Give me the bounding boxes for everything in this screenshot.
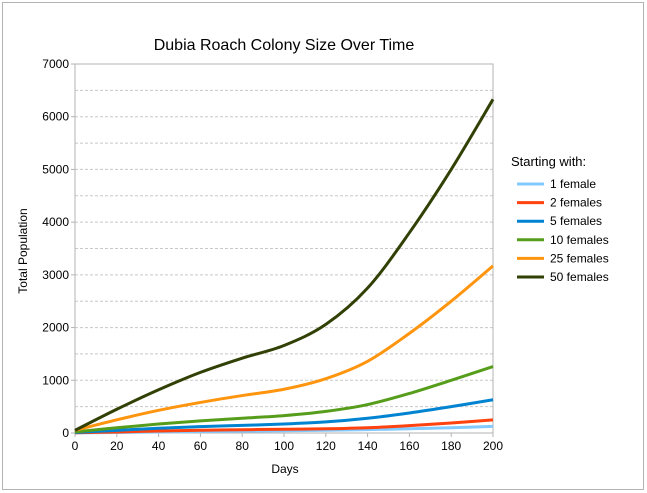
x-tick-label: 120 <box>316 439 336 453</box>
x-tick-label: 180 <box>441 439 461 453</box>
y-tick-label: 2000 <box>42 321 69 335</box>
y-tick-label: 3000 <box>42 268 69 282</box>
x-tick-label: 40 <box>152 439 166 453</box>
line-chart: Dubia Roach Colony Size Over Time 010002… <box>16 37 609 476</box>
y-tick-label: 4000 <box>42 215 69 229</box>
series-line-2-females <box>74 418 494 435</box>
legend: Starting with: 1 female 2 females 5 female… <box>511 154 609 284</box>
y-tick-label: 0 <box>62 426 69 440</box>
x-tick-label: 60 <box>194 439 208 453</box>
y-tick-label: 1000 <box>42 373 69 387</box>
y-axis-label: Total Population <box>16 208 30 293</box>
x-tick-label: 100 <box>274 439 294 453</box>
grid <box>75 89 493 408</box>
x-axis-label: Days <box>271 462 298 476</box>
legend-title: Starting with: <box>511 154 586 169</box>
y-tick-label: 6000 <box>42 110 69 124</box>
x-tick-label: 160 <box>399 439 419 453</box>
series-line-5-females <box>74 398 494 434</box>
x-tick-label: 0 <box>72 439 79 453</box>
y-tick-label: 5000 <box>42 162 69 176</box>
x-tick-label: 20 <box>110 439 124 453</box>
x-tick-label: 200 <box>483 439 503 453</box>
series-line-25-females <box>74 264 494 432</box>
series-lines <box>74 98 495 435</box>
series-line-50-females <box>74 98 495 432</box>
legend-label-2-females: 2 females <box>550 196 602 210</box>
x-tick-label: 80 <box>236 439 250 453</box>
chart-title: Dubia Roach Colony Size Over Time <box>154 37 415 54</box>
y-axis-ticks: 0 1000 2000 3000 4000 5000 6000 7000 <box>42 57 75 440</box>
legend-label-5-females: 5 females <box>550 214 602 228</box>
legend-label-25-females: 25 females <box>550 251 609 265</box>
x-axis-ticks: 0 20 40 60 80 100 120 140 160 180 200 <box>72 433 503 453</box>
y-tick-label: 7000 <box>42 57 69 71</box>
x-tick-label: 140 <box>358 439 378 453</box>
series-line-10-females <box>74 365 494 434</box>
legend-label-1-female: 1 female <box>550 177 596 191</box>
legend-label-50-females: 50 females <box>550 270 609 284</box>
legend-label-10-females: 10 females <box>550 233 609 247</box>
